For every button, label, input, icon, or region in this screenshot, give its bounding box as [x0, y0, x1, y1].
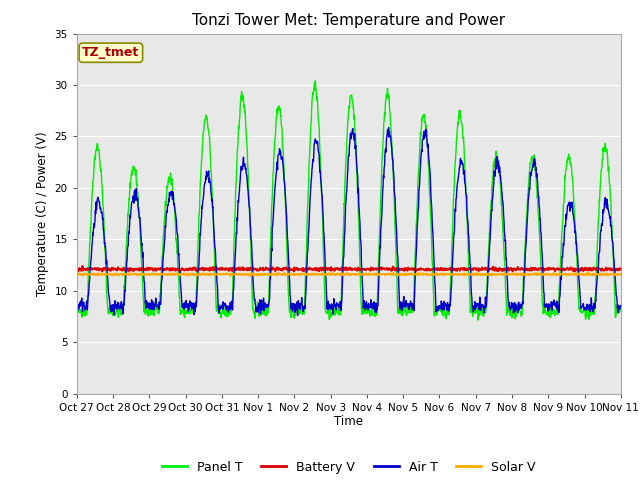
Battery V — [181, 266, 189, 272]
Solar V — [434, 271, 442, 277]
Line: Panel T: Panel T — [77, 81, 621, 320]
Solar V — [553, 272, 561, 277]
Line: Solar V: Solar V — [77, 273, 621, 276]
Air T — [553, 306, 561, 312]
Panel T — [553, 305, 561, 311]
Panel T — [312, 78, 319, 84]
Panel T — [73, 307, 81, 312]
Air T — [255, 301, 262, 307]
Panel T — [180, 314, 188, 320]
Text: TZ_tmet: TZ_tmet — [82, 46, 140, 59]
Air T — [385, 125, 392, 131]
Battery V — [553, 266, 561, 272]
Solar V — [180, 272, 188, 277]
Solar V — [505, 272, 513, 277]
Title: Tonzi Tower Met: Temperature and Power: Tonzi Tower Met: Temperature and Power — [192, 13, 506, 28]
Panel T — [617, 306, 625, 312]
Battery V — [572, 269, 579, 275]
Battery V — [255, 268, 263, 274]
Solar V — [255, 272, 263, 278]
Air T — [180, 300, 188, 306]
Line: Battery V: Battery V — [77, 266, 621, 272]
Battery V — [434, 267, 442, 273]
Air T — [434, 308, 442, 313]
Panel T — [505, 308, 513, 314]
Solar V — [246, 273, 254, 279]
Battery V — [73, 268, 81, 274]
Line: Air T: Air T — [77, 128, 621, 315]
Panel T — [434, 309, 442, 314]
Y-axis label: Temperature (C) / Power (V): Temperature (C) / Power (V) — [36, 132, 49, 296]
Legend: Panel T, Battery V, Air T, Solar V: Panel T, Battery V, Air T, Solar V — [157, 456, 541, 479]
Solar V — [617, 271, 625, 277]
Solar V — [329, 270, 337, 276]
Panel T — [474, 317, 482, 323]
Solar V — [194, 271, 202, 277]
Battery V — [79, 263, 86, 269]
Battery V — [195, 266, 202, 272]
Air T — [505, 300, 513, 305]
X-axis label: Time: Time — [334, 415, 364, 429]
Panel T — [194, 249, 202, 255]
Air T — [73, 301, 81, 307]
Solar V — [73, 271, 81, 277]
Panel T — [255, 312, 262, 317]
Battery V — [505, 268, 513, 274]
Air T — [294, 312, 301, 318]
Battery V — [617, 266, 625, 272]
Air T — [617, 304, 625, 310]
Air T — [194, 274, 202, 279]
